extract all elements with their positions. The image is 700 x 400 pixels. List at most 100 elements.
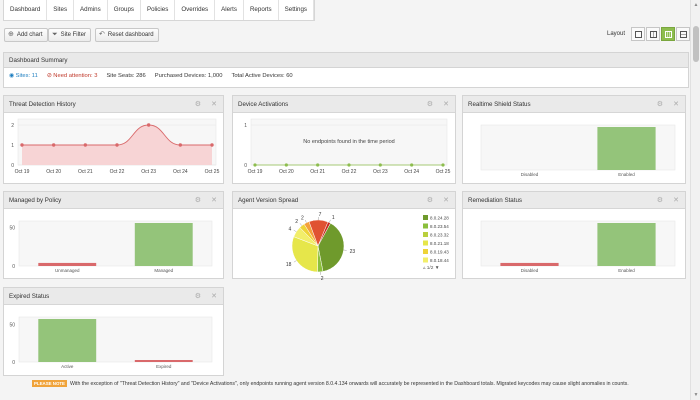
panel-title: Agent Version Spread [238,197,299,204]
need-attention-count: Need attention: 3 [53,73,98,79]
layout-2col-button[interactable] [646,27,660,41]
x-tick-label: Oct 24 [173,169,188,175]
layout-3col-button[interactable] [661,27,675,41]
main-nav: Dashboard Sites Admins Groups Policies O… [3,0,315,21]
x-tick-label: Oct 22 [342,169,357,175]
panel-title: Realtime Shield Status [468,101,531,108]
panel-title: Device Activations [238,101,289,108]
remediation-status-panel: Remediation Status ⚙ ✕ Disabled Enabled [462,191,686,279]
realtime-shield-panel: Realtime Shield Status ⚙ ✕ Disabled Enabled [462,95,686,184]
data-point [20,143,24,147]
gear-icon[interactable]: ⚙ [656,197,663,204]
pie-label: 4 [288,226,291,232]
gear-icon[interactable]: ⚙ [194,197,201,204]
site-filter-button[interactable]: ⏷ Site Filter [48,28,91,42]
x-tick-label: Oct 20 [279,169,294,175]
bar [38,319,97,362]
tab-policies[interactable]: Policies [141,0,176,20]
data-point [378,163,382,167]
layout-rows-button[interactable] [676,27,690,41]
threat-detection-chart: 0 1 2 Oct 19 Oct 20 Oct 21 Oct 22 Oct 23 Oct 24 O… [11,118,220,175]
add-chart-label: Add chart [16,32,43,38]
gear-icon[interactable]: ⚙ [194,293,201,300]
data-point [146,123,151,127]
close-icon[interactable]: ✕ [673,197,679,204]
panel-title: Remediation Status [468,197,522,204]
y-tick-label: 0 [244,163,247,169]
tab-dashboard[interactable]: Dashboard [4,0,48,20]
scroll-up-icon[interactable]: ▲ [693,2,699,8]
gear-icon[interactable]: ⚙ [194,101,201,108]
x-tick-label: Oct 23 [141,169,156,175]
y-tick-label: 0 [12,264,15,270]
total-active-devices: Total Active Devices: 60 [231,73,293,79]
close-icon[interactable]: ✕ [443,197,449,204]
undo-arrow-icon: ↶ [99,31,105,38]
layout-label: Layout [607,31,626,37]
layout-1col-button[interactable] [631,27,645,41]
y-tick-label: 1 [244,123,247,129]
x-tick-label: Expired [156,364,172,369]
y-tick-label: 0 [12,360,15,366]
page-scrollbar[interactable]: ▲ ▼ [690,0,700,400]
bar [38,262,97,266]
close-icon[interactable]: ✕ [443,101,449,108]
note-badge: PLEASE NOTE [32,380,67,387]
x-tick-label: Managed [154,268,173,273]
x-tick-label: Oct 25 [205,169,220,175]
panel-title: Managed by Policy [9,197,62,204]
x-tick-label: Oct 22 [110,169,125,175]
device-activations-panel: Device Activations ⚙ ✕ 0 1 Oct 19 Oct 20 Oct 2… [232,95,456,184]
bar [597,127,656,170]
x-tick-label: Active [61,364,74,369]
x-tick-label: Unmanaged [55,268,80,273]
gear-icon[interactable]: ⚙ [426,197,433,204]
add-chart-button[interactable]: ⊕ Add chart [4,28,48,42]
dashboard-summary: Dashboard Summary ◉ Sites: 11 ⊘ Need att… [3,52,689,88]
x-tick-label: Oct 21 [310,169,325,175]
legend-swatch [423,215,428,220]
gear-icon[interactable]: ⚙ [656,101,663,108]
x-tick-label: Enabled [618,172,635,177]
legend-label: 8.0.19.43 [430,250,449,255]
gear-icon[interactable]: ⚙ [426,101,433,108]
data-point [316,163,320,167]
close-icon[interactable]: ✕ [211,101,217,108]
realtime-shield-chart: Disabled Enabled [480,124,676,177]
legend-label: 8.0.21.18 [430,241,449,246]
reset-dashboard-button[interactable]: ↶ Reset dashboard [95,28,159,42]
tab-reports[interactable]: Reports [244,0,279,20]
pie-label: 7 [319,212,322,218]
tab-sites[interactable]: Sites [47,0,75,20]
y-tick-label: 50 [9,226,15,232]
close-icon[interactable]: ✕ [211,197,217,204]
data-point [83,143,88,147]
data-point [284,163,288,167]
device-activations-chart: 0 1 Oct 19 Oct 20 Oct 21 Oct 22 Oct 23 Oct 24 Oc… [244,118,451,175]
tab-settings[interactable]: Settings [279,0,314,20]
scrollbar-thumb[interactable] [693,26,699,62]
three-column-icon [664,30,672,38]
close-icon[interactable]: ✕ [211,293,217,300]
tab-admins[interactable]: Admins [74,0,108,20]
need-attention-link[interactable]: ⊘ Need attention: 3 [46,73,98,79]
managed-by-policy-chart: 0 50 Unmanaged Managed [9,220,213,273]
x-tick-label: Oct 21 [78,169,93,175]
tab-overrides[interactable]: Overrides [175,0,216,20]
x-tick-label: Oct 19 [248,169,263,175]
close-icon[interactable]: ✕ [673,101,679,108]
purchased-devices: Purchased Devices: 1,000 [154,73,223,79]
expired-status-chart: 0 50 Active Expired [9,316,213,369]
sites-count-link[interactable]: ◉ Sites: 11 [9,73,38,79]
expired-status-panel: Expired Status ⚙ ✕ 0 50 Active Expired [3,287,224,376]
x-tick-label: Oct 23 [373,169,388,175]
pie-label: 23 [350,249,356,255]
pie-leader [299,223,302,226]
tab-alerts[interactable]: Alerts [215,0,244,20]
scroll-down-icon[interactable]: ▼ [693,392,699,398]
legend-swatch [423,240,428,246]
site-filter-label: Site Filter [60,32,86,38]
tab-groups[interactable]: Groups [108,0,141,20]
single-square-icon [634,30,642,38]
two-column-icon [649,30,657,38]
